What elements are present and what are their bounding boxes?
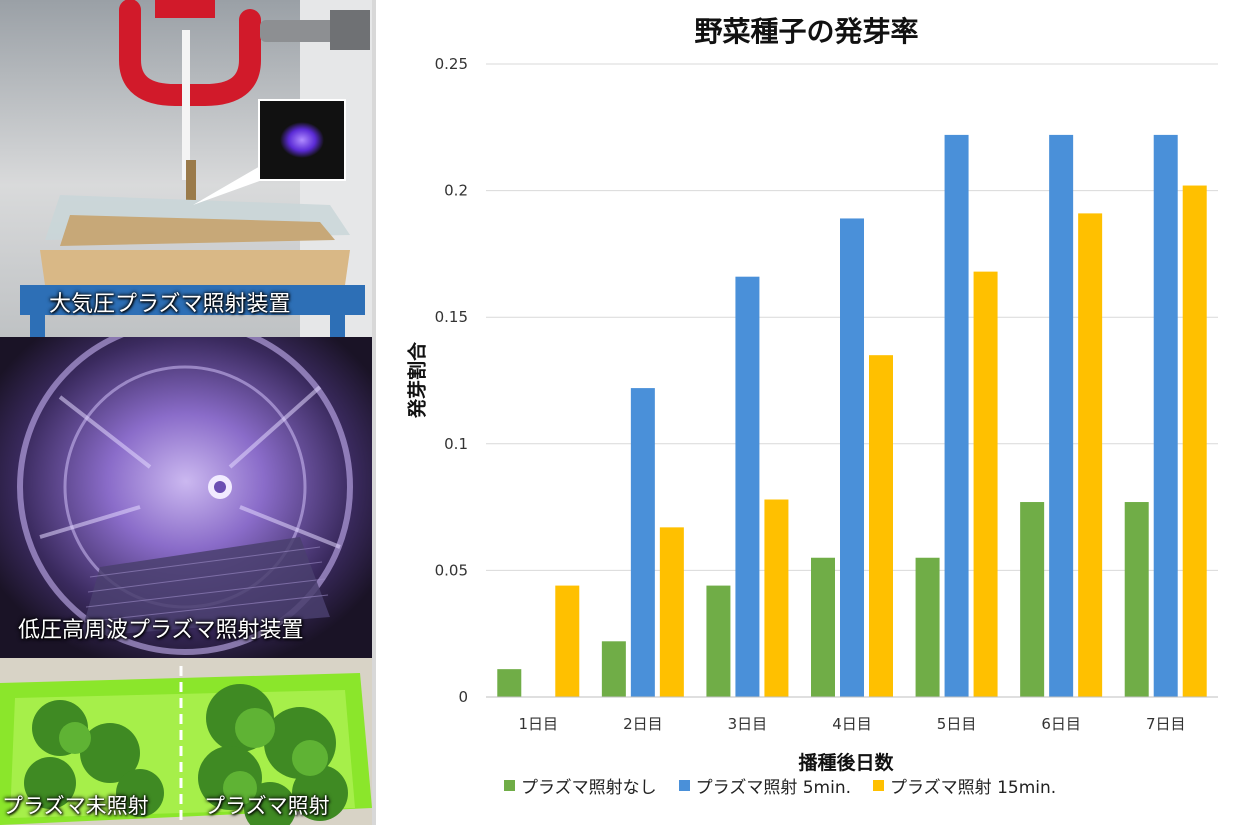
bar <box>735 276 760 697</box>
x-tick-label: 7日目 <box>1146 715 1186 733</box>
legend-label-15min: プラズマ照射 15min. <box>890 778 1057 798</box>
x-tick-label: 4日目 <box>832 715 872 733</box>
bar <box>1124 502 1149 697</box>
bar <box>811 557 835 697</box>
x-tick-label: 2日目 <box>623 715 663 733</box>
bar <box>764 499 789 697</box>
bar <box>869 355 893 697</box>
caption-untreated: プラズマ未照射 <box>2 794 149 818</box>
legend-swatch-5min <box>678 780 690 791</box>
y-tick-label: 0 <box>458 688 468 706</box>
panel-divider <box>372 0 376 825</box>
legend-item-5min: プラズマ照射 5min. <box>678 773 852 798</box>
legend-label-5min: プラズマ照射 5min. <box>695 778 852 798</box>
lettuce-tray-illustration <box>0 658 372 825</box>
caption-treated: プラズマ照射 <box>204 794 330 818</box>
bar <box>601 641 626 697</box>
bar <box>497 669 522 697</box>
bar <box>1153 134 1178 697</box>
atmospheric-plasma-photo: 大気圧プラズマ照射装置 <box>0 0 372 337</box>
low-pressure-plasma-photo: 低圧高周波プラズマ照射装置 <box>0 337 372 658</box>
legend-item-15min: プラズマ照射 15min. <box>873 773 1056 798</box>
x-tick-label: 6日目 <box>1041 715 1081 733</box>
bar <box>1049 134 1074 697</box>
bar <box>630 388 655 697</box>
x-axis-label: 播種後日数 <box>798 752 894 774</box>
y-tick-label: 0.05 <box>435 561 468 579</box>
x-tick-label: 1日目 <box>519 715 559 733</box>
legend-item-none: プラズマ照射なし <box>504 773 657 798</box>
bar <box>973 271 998 697</box>
chart-plot-area: 0 0.05 0.1 0.15 0.2 0.25 1日目 2日目 3日目 4日目 5日目 6日目 7日目 <box>435 55 1218 733</box>
photo-strip: 大気圧プラズマ照射装置 <box>0 0 376 825</box>
atmospheric-plasma-illustration <box>0 0 372 337</box>
y-tick-label: 0.25 <box>435 55 468 73</box>
x-tick-label: 3日目 <box>728 715 768 733</box>
bar <box>659 527 684 697</box>
legend-swatch-none <box>504 780 515 791</box>
legend-label-none: プラズマ照射なし <box>521 778 657 798</box>
chart-legend: プラズマ照射なし プラズマ照射 5min. プラズマ照射 15min. <box>504 773 1056 798</box>
bar <box>1020 502 1045 697</box>
y-tick-label: 0.15 <box>435 308 468 326</box>
bar <box>840 218 864 697</box>
bar <box>555 585 580 697</box>
caption-atmospheric-plasma: 大気圧プラズマ照射装置 <box>49 292 291 317</box>
lettuce-comparison-photo: プラズマ未照射 プラズマ照射 <box>0 658 372 825</box>
legend-swatch-15min <box>873 780 885 791</box>
y-tick-label: 0.1 <box>444 435 468 453</box>
bar <box>915 557 940 697</box>
caption-low-pressure-plasma: 低圧高周波プラズマ照射装置 <box>18 618 304 643</box>
x-tick-label: 5日目 <box>937 715 977 733</box>
bar <box>706 585 731 697</box>
chart-title: 野菜種子の発芽率 <box>694 15 919 48</box>
bar <box>1078 213 1103 697</box>
bar <box>944 134 969 697</box>
low-pressure-plasma-illustration <box>0 337 372 658</box>
bar <box>1182 185 1207 697</box>
germination-chart: 野菜種子の発芽率 発芽割合 0 0.05 0.1 0.15 0.2 0.25 1日目 2日目 3… <box>376 0 1237 825</box>
y-tick-label: 0.2 <box>444 182 468 200</box>
